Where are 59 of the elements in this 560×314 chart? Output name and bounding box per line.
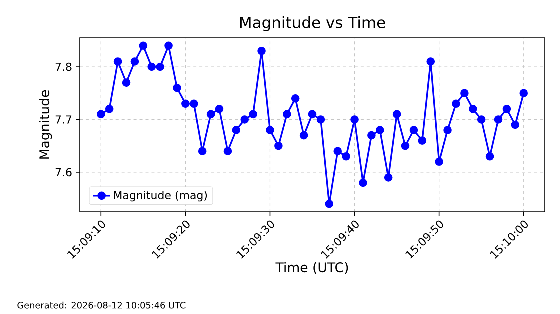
text: Generated: 2026-08-12 10:05:46 UTC (18, 302, 186, 309)
point (392, 110, 402, 119)
point (359, 178, 368, 188)
point (418, 136, 427, 145)
point (156, 62, 164, 72)
y-tick-label: 7.7 (56, 116, 72, 124)
point (502, 105, 512, 114)
point (105, 105, 114, 114)
point (300, 131, 308, 140)
point (282, 110, 292, 119)
point (130, 58, 140, 66)
point (198, 147, 207, 156)
y-tick-label: 7.6 (56, 168, 72, 177)
point (96, 110, 106, 119)
point (206, 110, 216, 119)
point (426, 58, 436, 66)
point (258, 47, 266, 56)
chart-title: Magnitude vs Time (240, 16, 386, 32)
point (291, 94, 300, 103)
point (520, 89, 528, 98)
point (232, 126, 241, 134)
point (215, 105, 224, 114)
point (266, 126, 274, 134)
y-tick-label: 7.8 (56, 62, 72, 72)
point (477, 116, 486, 124)
point (410, 126, 418, 134)
y-axis-title: Magnitude (39, 90, 52, 159)
point (316, 116, 326, 124)
point (114, 58, 122, 66)
point (139, 42, 148, 50)
point (444, 126, 452, 134)
point (173, 84, 182, 92)
point (182, 100, 190, 108)
point (122, 78, 131, 87)
point (342, 152, 350, 161)
point (274, 142, 283, 150)
point (190, 100, 198, 108)
point (452, 100, 460, 108)
point (240, 116, 250, 124)
point (468, 105, 478, 114)
point (511, 120, 520, 130)
x-axis-title: Time (UTC) (276, 262, 348, 274)
point (401, 142, 410, 150)
point (308, 110, 317, 119)
point (224, 147, 232, 156)
legend-label: Magnitude (mag) (114, 191, 208, 202)
point (148, 62, 156, 72)
point (494, 116, 503, 124)
point (384, 174, 393, 182)
point (334, 147, 342, 156)
point (460, 89, 469, 98)
point (350, 116, 359, 124)
point (435, 158, 444, 166)
point (376, 126, 384, 134)
point (486, 152, 494, 161)
point (164, 42, 173, 50)
point (249, 110, 258, 119)
point (368, 131, 376, 140)
point (325, 200, 334, 208)
